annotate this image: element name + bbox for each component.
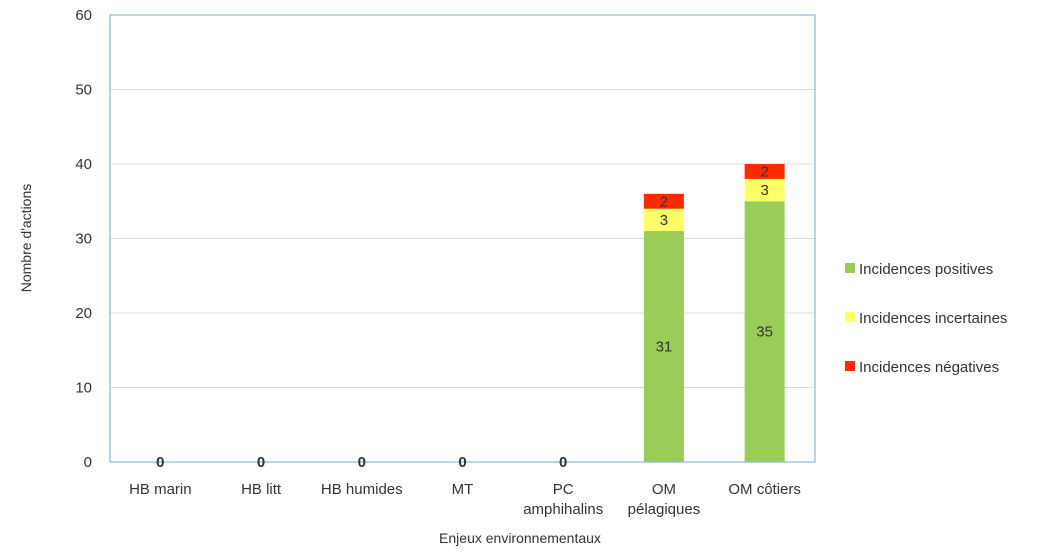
zero-data-label: 0 bbox=[257, 454, 265, 471]
legend-swatch bbox=[845, 312, 855, 322]
x-category-label: HB humides bbox=[321, 481, 403, 498]
y-tick-label: 40 bbox=[75, 156, 92, 173]
legend-label: Incidences positives bbox=[859, 261, 993, 278]
y-axis-title: Nombre d'actions bbox=[18, 184, 34, 293]
data-label: 2 bbox=[660, 193, 668, 210]
data-label: 2 bbox=[760, 163, 768, 180]
y-tick-label: 60 bbox=[75, 7, 92, 24]
x-category-label: MT bbox=[452, 481, 474, 498]
x-category-label: PC bbox=[553, 481, 574, 498]
zero-data-label: 0 bbox=[458, 454, 466, 471]
x-category-label: OM bbox=[652, 481, 676, 498]
data-label: 3 bbox=[660, 212, 668, 229]
x-axis-title: Enjeux environnementaux bbox=[439, 530, 601, 546]
bar-segment bbox=[643, 193, 684, 209]
data-label: 3 bbox=[760, 182, 768, 199]
bar-segment bbox=[643, 231, 684, 462]
zero-data-label: 0 bbox=[156, 454, 164, 471]
x-category-label: HB marin bbox=[129, 481, 192, 498]
x-axis-categories: HB marin HB litt HB humides MT PC amphihalins… bbox=[129, 481, 801, 518]
zero-data-label: 0 bbox=[358, 454, 366, 471]
x-category-label: amphihalins bbox=[523, 501, 603, 518]
bar-segment bbox=[643, 208, 684, 232]
data-label: 31 bbox=[656, 339, 673, 356]
legend-label: Incidences incertaines bbox=[859, 310, 1007, 327]
data-labels: 0 0 0 0 0 31 3 2 35 3 2 bbox=[156, 163, 773, 471]
legend-swatch bbox=[845, 361, 855, 371]
x-category-label: HB litt bbox=[241, 481, 282, 498]
legend: Incidences positives Incidences incertain… bbox=[845, 261, 1007, 376]
bar-segment bbox=[744, 164, 785, 179]
y-tick-label: 20 bbox=[75, 305, 92, 322]
gridlines bbox=[110, 89, 815, 388]
plot-area-border bbox=[109, 14, 816, 463]
x-category-label: OM côtiers bbox=[728, 481, 801, 498]
y-axis-ticks: 0 10 20 30 40 50 60 bbox=[75, 7, 92, 471]
bars bbox=[643, 164, 785, 462]
y-tick-label: 50 bbox=[75, 82, 92, 99]
y-tick-label: 0 bbox=[84, 454, 92, 471]
zero-data-label: 0 bbox=[559, 454, 567, 471]
bar-segment bbox=[744, 178, 785, 202]
data-label: 35 bbox=[756, 324, 773, 341]
bar-segment bbox=[744, 201, 785, 462]
x-category-label: pélagiques bbox=[628, 501, 701, 518]
y-tick-label: 10 bbox=[75, 380, 92, 397]
legend-label: Incidences négatives bbox=[859, 359, 999, 376]
y-tick-label: 30 bbox=[75, 231, 92, 248]
legend-swatch bbox=[845, 263, 855, 273]
